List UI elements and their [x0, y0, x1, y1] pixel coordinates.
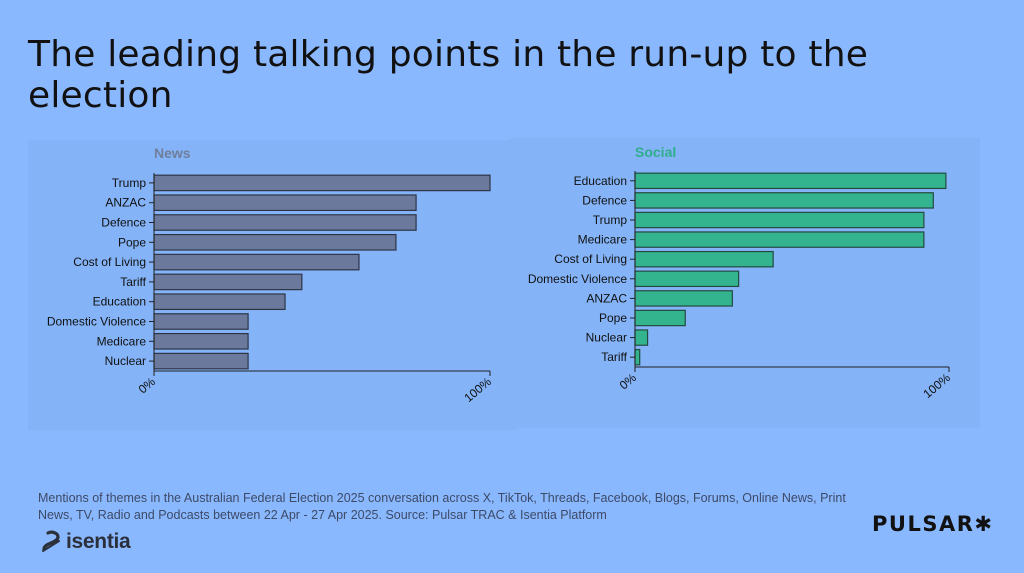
news-chart-svg: News Trump ANZAC Defence Pope Cost of Living T… [47, 145, 494, 405]
y-tick-label: Domestic Violence [528, 272, 627, 286]
news-chart: News Trump ANZAC Defence Pope Cost of Living T… [28, 140, 518, 430]
bar-defence [153, 214, 417, 231]
pulsar-asterisk-icon: ✱ [974, 512, 994, 536]
y-tick-label: Cost of Living [73, 255, 146, 269]
y-tick-label: ANZAC [105, 196, 146, 210]
isentia-wordmark: isentia [66, 530, 131, 553]
y-tick-label: ANZAC [586, 291, 627, 305]
social-chart-svg: Social Education Defence Trump Medicare Cost … [528, 144, 953, 401]
bar-medicare [634, 231, 925, 248]
bar-tariff [634, 348, 641, 366]
x-tick-label: 0% [136, 374, 159, 396]
y-tick-label: Domestic Violence [47, 315, 146, 329]
y-tick-label: Nuclear [105, 354, 146, 368]
y-tick-label: Trump [112, 176, 147, 190]
y-tick-label: Tariff [601, 350, 627, 364]
bar-domestic-violence [153, 313, 249, 330]
bar-tariff [153, 273, 303, 291]
bar-nuclear [634, 329, 649, 346]
social-chart: Social Education Defence Trump Medicare Cost … [510, 138, 980, 428]
bar-trump [634, 211, 925, 229]
page-title: The leading talking points in the run-up… [28, 34, 869, 116]
bar-trump [153, 174, 491, 192]
source-footnote: Mentions of themes in the Australian Fed… [38, 491, 846, 522]
y-tick-label: Pope [118, 235, 146, 249]
y-tick-label: Medicare [578, 233, 628, 247]
x-tick-label: 100% [461, 374, 494, 405]
isentia-mark-icon [42, 530, 60, 552]
bar-domestic-violence [634, 270, 740, 288]
y-tick-label: Defence [582, 193, 627, 207]
bar-cost-of-living [634, 250, 774, 268]
bar-education [153, 293, 286, 311]
chart-title: Social [635, 144, 676, 160]
bar-anzac [634, 290, 733, 307]
bar-pope [634, 309, 686, 327]
y-tick-label: Trump [593, 213, 628, 227]
bar-education [634, 172, 947, 190]
isentia-logo: isentia [40, 528, 131, 556]
x-tick-label: 100% [920, 370, 953, 401]
bar-cost-of-living [153, 253, 360, 271]
bar-defence [634, 192, 934, 209]
y-tick-label: Cost of Living [554, 252, 627, 266]
x-tick-label: 0% [617, 370, 640, 392]
y-tick-label: Defence [101, 216, 146, 230]
y-tick-label: Nuclear [586, 331, 627, 345]
y-tick-label: Pope [599, 311, 627, 325]
bar-pope [153, 233, 397, 251]
pulsar-logo: PULSAR✱ [872, 512, 993, 536]
y-tick-label: Education [93, 295, 146, 309]
chart-title: News [154, 145, 191, 161]
y-tick-label: Education [574, 174, 627, 188]
bar-nuclear [153, 352, 249, 370]
bar-medicare [153, 332, 249, 350]
y-tick-label: Tariff [120, 275, 146, 289]
y-tick-label: Medicare [97, 334, 147, 348]
bar-anzac [153, 194, 417, 212]
pulsar-wordmark: PULSAR [872, 512, 975, 536]
